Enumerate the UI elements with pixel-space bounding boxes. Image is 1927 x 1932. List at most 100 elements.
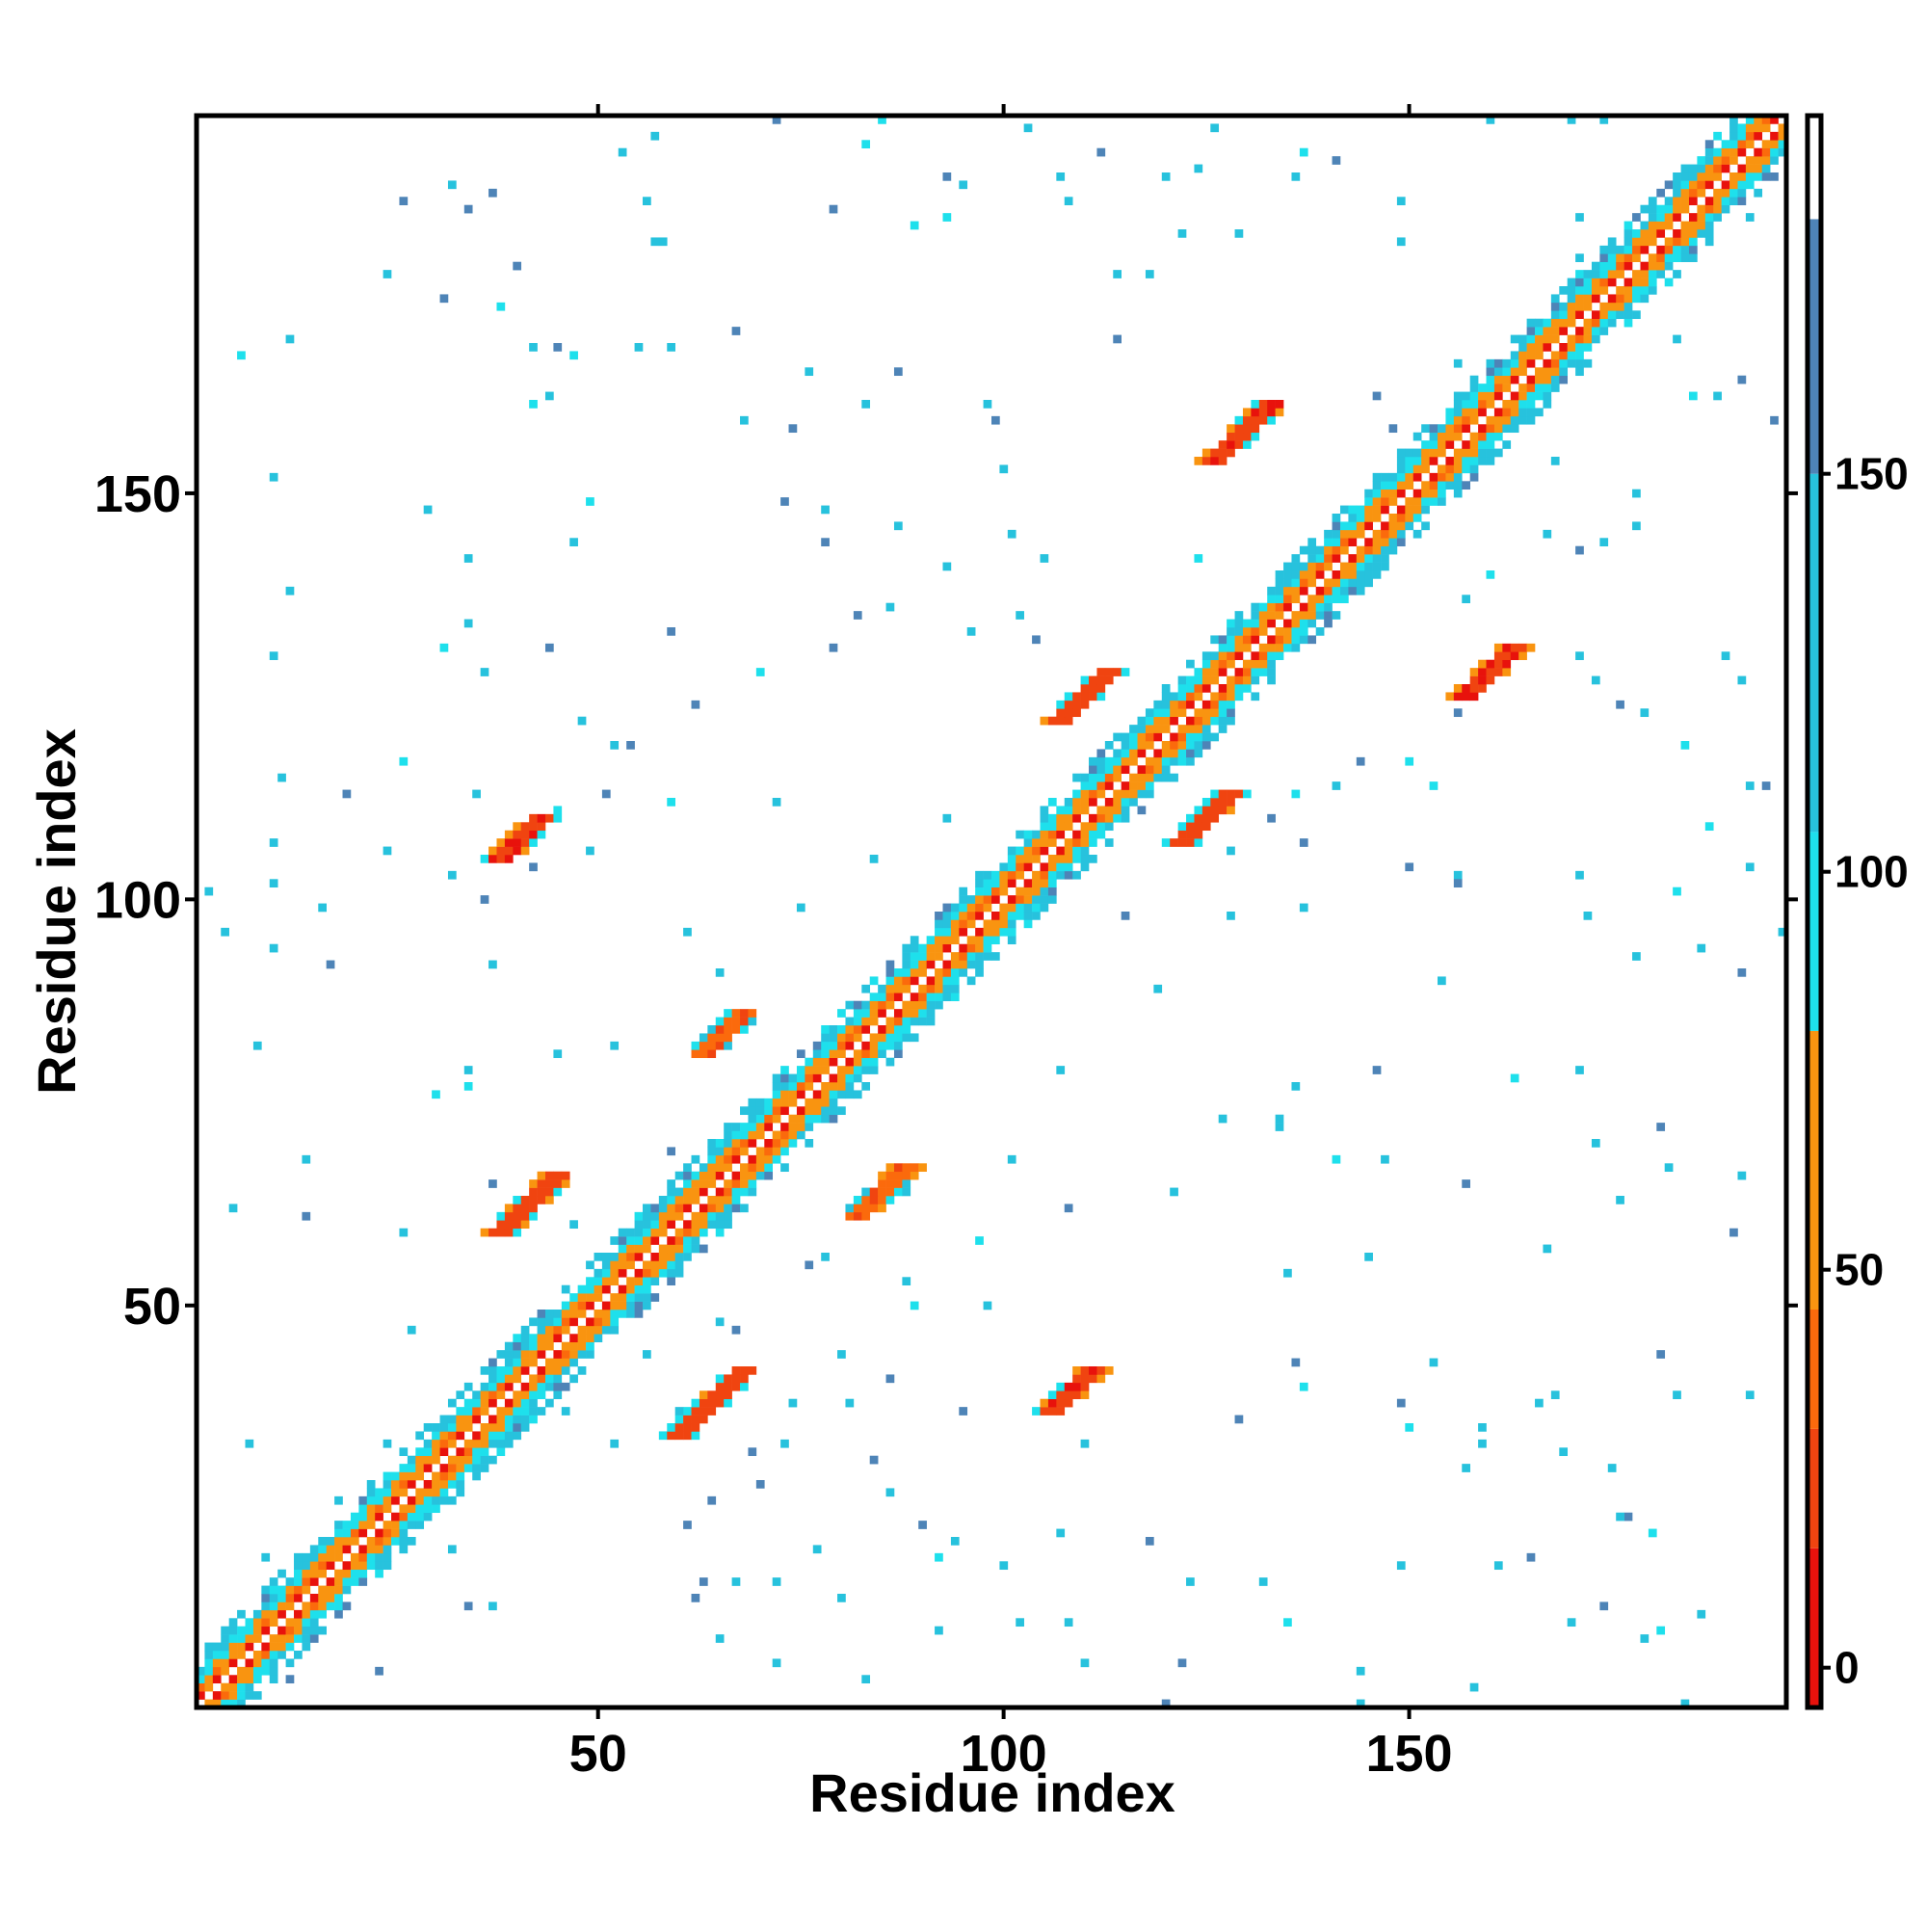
heatmap-cell bbox=[1737, 164, 1747, 173]
heatmap-cell bbox=[1339, 545, 1349, 555]
heatmap-cell bbox=[383, 1495, 392, 1505]
heatmap-cell bbox=[1412, 514, 1422, 522]
y-tick-label: 150 bbox=[94, 465, 181, 523]
heatmap-cell bbox=[715, 1041, 725, 1050]
heatmap-cell bbox=[902, 1025, 911, 1034]
heatmap-cell bbox=[577, 1334, 587, 1343]
heatmap-cell bbox=[488, 1390, 497, 1400]
heatmap-cell bbox=[1177, 700, 1187, 709]
heatmap-cell bbox=[309, 1561, 319, 1571]
heatmap-cell bbox=[269, 1642, 278, 1652]
heatmap-cell bbox=[1113, 806, 1122, 815]
heatmap-cell bbox=[1218, 643, 1227, 652]
heatmap-cell bbox=[1348, 570, 1358, 579]
heatmap-cell bbox=[1559, 302, 1569, 311]
heatmap-cell bbox=[1761, 781, 1771, 790]
heatmap-cell bbox=[513, 1220, 522, 1230]
heatmap-cell bbox=[1502, 358, 1512, 368]
heatmap-cell bbox=[1737, 1171, 1747, 1180]
heatmap-cell bbox=[391, 1512, 400, 1522]
heatmap-cell bbox=[918, 1017, 927, 1026]
heatmap-cell bbox=[1218, 668, 1227, 676]
heatmap-cell bbox=[910, 960, 919, 969]
heatmap-cell bbox=[601, 1268, 611, 1278]
heatmap-cell bbox=[1737, 968, 1747, 977]
heatmap-cell bbox=[1072, 789, 1081, 799]
heatmap-cell bbox=[1251, 675, 1260, 685]
heatmap-cell bbox=[456, 1390, 465, 1400]
heatmap-cell bbox=[893, 968, 903, 977]
heatmap-cell bbox=[472, 1439, 481, 1448]
heatmap-cell bbox=[910, 1171, 919, 1180]
heatmap-cell bbox=[1526, 408, 1536, 417]
heatmap-cell bbox=[1673, 237, 1681, 247]
heatmap-cell bbox=[805, 1098, 814, 1107]
heatmap-cell bbox=[731, 1017, 741, 1026]
heatmap-cell bbox=[513, 1398, 522, 1408]
heatmap-cell bbox=[893, 976, 903, 986]
heatmap-cell bbox=[1550, 302, 1560, 311]
heatmap-cell bbox=[1745, 781, 1755, 790]
heatmap-cell bbox=[796, 1106, 805, 1116]
heatmap-cell bbox=[683, 1415, 692, 1424]
heatmap-cell bbox=[561, 1301, 570, 1310]
heatmap-cell bbox=[1543, 391, 1552, 401]
heatmap-cell bbox=[1267, 595, 1276, 604]
heatmap-cell bbox=[878, 1187, 886, 1197]
heatmap-cell bbox=[1550, 367, 1560, 377]
heatmap-cell bbox=[415, 1512, 425, 1522]
heatmap-cell bbox=[1023, 862, 1033, 872]
heatmap-cell bbox=[1405, 497, 1414, 506]
heatmap-cell bbox=[1453, 391, 1463, 401]
heatmap-cell bbox=[1275, 1114, 1284, 1124]
heatmap-cell bbox=[1438, 481, 1446, 490]
heatmap-cell bbox=[1478, 432, 1487, 441]
heatmap-cell bbox=[1194, 684, 1203, 693]
heatmap-cell bbox=[1704, 197, 1714, 206]
heatmap-cell bbox=[391, 1495, 400, 1505]
heatmap-cell bbox=[350, 1521, 359, 1529]
heatmap-cell bbox=[504, 1431, 514, 1441]
heatmap-cell bbox=[1096, 781, 1106, 790]
heatmap-cell bbox=[1299, 627, 1308, 636]
heatmap-cell bbox=[1599, 302, 1609, 311]
plot-frame bbox=[194, 113, 1789, 1710]
heatmap-cell bbox=[1161, 1699, 1171, 1708]
heatmap-cell bbox=[683, 1163, 692, 1173]
heatmap-cell bbox=[658, 1196, 668, 1204]
heatmap-cell bbox=[1177, 756, 1187, 766]
heatmap-cell bbox=[1623, 245, 1633, 254]
heatmap-cell bbox=[1478, 400, 1487, 409]
heatmap-cell bbox=[1616, 1512, 1624, 1522]
heatmap-cell bbox=[586, 1350, 594, 1359]
heatmap-cell bbox=[504, 1415, 514, 1424]
heatmap-cell bbox=[999, 912, 1009, 920]
heatmap-cell bbox=[1121, 741, 1130, 750]
heatmap-cell bbox=[1721, 188, 1730, 198]
heatmap-cell bbox=[699, 1407, 708, 1416]
heatmap-cell bbox=[1688, 237, 1698, 247]
heatmap-cell bbox=[245, 1439, 254, 1448]
heatmap-cell bbox=[1518, 415, 1527, 425]
heatmap-cells bbox=[197, 116, 1787, 1708]
heatmap-cell bbox=[504, 838, 514, 847]
heatmap-cell bbox=[1047, 895, 1057, 904]
heatmap-cell bbox=[456, 1407, 465, 1416]
heatmap-cell bbox=[577, 1293, 587, 1302]
heatmap-cell bbox=[1096, 830, 1106, 839]
heatmap-cell bbox=[544, 1358, 554, 1367]
heatmap-cell bbox=[1469, 464, 1479, 474]
heatmap-cell bbox=[1258, 602, 1268, 612]
heatmap-cell bbox=[935, 1000, 943, 1010]
heatmap-cell bbox=[1040, 870, 1049, 880]
heatmap-cell bbox=[1381, 481, 1389, 490]
heatmap-cell bbox=[821, 1049, 830, 1059]
heatmap-cell bbox=[1559, 367, 1569, 377]
heatmap-cell bbox=[869, 1041, 879, 1050]
heatmap-cell bbox=[1729, 197, 1738, 206]
heatmap-cell bbox=[626, 1293, 635, 1302]
heatmap-cell bbox=[845, 1398, 855, 1408]
heatmap-cell bbox=[358, 1569, 368, 1578]
heatmap-cell bbox=[439, 1480, 449, 1489]
heatmap-cell bbox=[691, 1041, 700, 1050]
